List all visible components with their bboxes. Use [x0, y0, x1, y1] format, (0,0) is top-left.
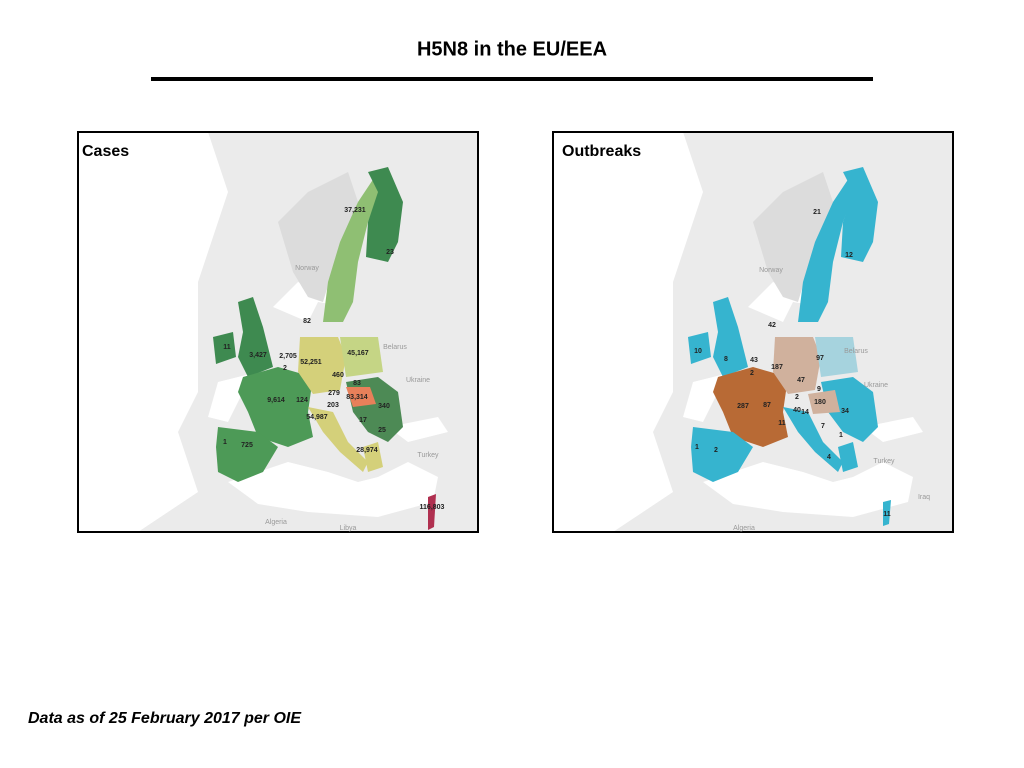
- value-label: 11: [883, 511, 891, 518]
- value-label: 23: [386, 249, 394, 256]
- value-label: 10: [694, 348, 702, 355]
- value-label: 725: [241, 442, 253, 449]
- value-label: 279: [328, 390, 340, 397]
- value-label: 11: [778, 420, 786, 427]
- map-title: Cases: [82, 143, 129, 160]
- value-label: 37,231: [344, 207, 366, 214]
- place-label: Algeria: [265, 519, 287, 526]
- value-label: 34: [841, 408, 849, 415]
- value-label: 11: [223, 344, 231, 351]
- value-label: 180: [814, 399, 826, 406]
- cases-map: Cases Norway Belarus Ukraine Turkey Algeria L…: [77, 131, 479, 533]
- value-label: 2,705: [279, 353, 297, 360]
- value-label: 21: [813, 209, 821, 216]
- value-label: 54,987: [306, 414, 328, 421]
- value-label: 43: [750, 357, 758, 364]
- value-label: 116,803: [420, 504, 445, 511]
- place-label: Algeria: [733, 525, 755, 532]
- place-label: Norway: [759, 267, 783, 274]
- value-label: 17: [359, 417, 367, 424]
- place-label: Ukraine: [864, 382, 888, 389]
- title-rule: [151, 77, 873, 81]
- value-label: 42: [768, 322, 776, 329]
- place-label: Ukraine: [406, 377, 430, 384]
- slide-title: H5N8 in the EU/EEA: [417, 38, 607, 60]
- place-label: Norway: [295, 265, 319, 272]
- value-label: 40: [793, 407, 801, 414]
- value-label: 8: [724, 356, 728, 363]
- value-label: 25: [378, 427, 386, 434]
- value-label: 187: [771, 364, 783, 371]
- value-label: 460: [332, 372, 344, 379]
- place-label: Libya: [340, 525, 357, 532]
- footnote: Data as of 25 February 2017 per OIE: [28, 710, 302, 727]
- value-label: 124: [296, 397, 308, 404]
- value-label: 52,251: [300, 359, 322, 366]
- value-label: 340: [378, 403, 390, 410]
- value-label: 28,974: [356, 447, 378, 454]
- value-label: 4: [827, 454, 831, 461]
- value-label: 1: [839, 432, 843, 439]
- place-label: Turkey: [873, 458, 895, 465]
- value-label: 1: [695, 444, 699, 451]
- value-label: 14: [801, 409, 809, 416]
- value-label: 2: [750, 370, 754, 377]
- value-label: 203: [327, 402, 339, 409]
- value-label: 45,167: [347, 350, 369, 357]
- value-label: 47: [797, 377, 805, 384]
- value-label: 87: [763, 402, 771, 409]
- value-label: 7: [821, 423, 825, 430]
- value-label: 1: [223, 439, 227, 446]
- value-label: 9: [817, 386, 821, 393]
- value-label: 83,314: [346, 394, 368, 401]
- place-label: Belarus: [383, 344, 407, 351]
- value-label: 9,614: [267, 397, 285, 404]
- value-label: 82: [303, 318, 311, 325]
- place-label: Iraq: [918, 494, 930, 501]
- value-label: 3,427: [249, 352, 267, 359]
- place-label: Belarus: [844, 348, 868, 355]
- value-label: 12: [845, 252, 853, 259]
- value-label: 2: [714, 447, 718, 454]
- value-label: 2: [795, 394, 799, 401]
- place-label: Turkey: [417, 452, 439, 459]
- map-title: Outbreaks: [562, 143, 641, 160]
- value-label: 287: [737, 403, 749, 410]
- outbreaks-map: Outbreaks Norway Belarus Ukraine Turkey Iraq…: [552, 131, 954, 533]
- value-label: 2: [283, 365, 287, 372]
- value-label: 97: [816, 355, 824, 362]
- value-label: 83: [353, 380, 361, 387]
